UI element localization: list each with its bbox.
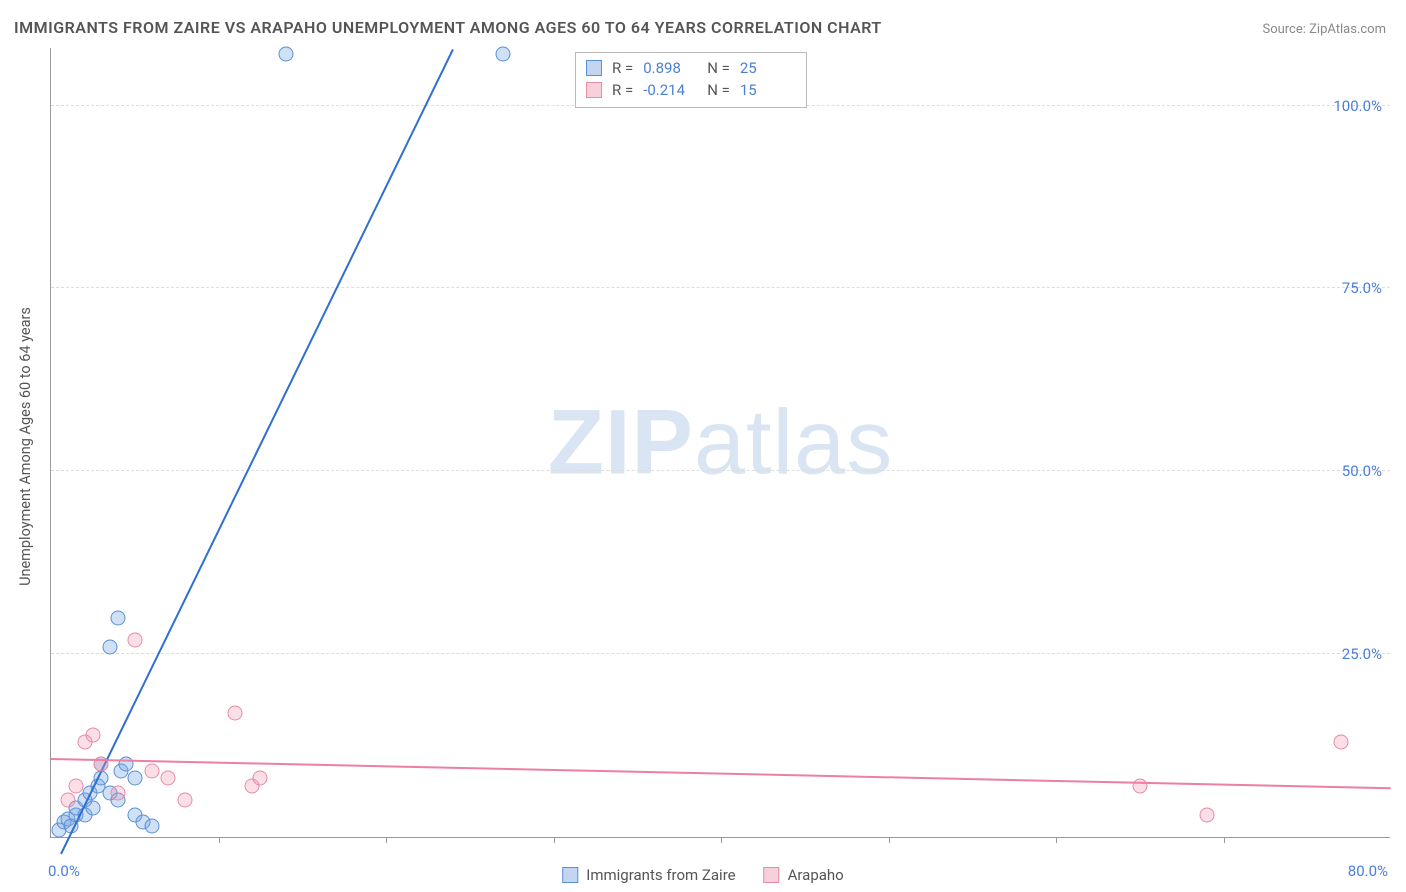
y-tick-label: 100.0% <box>1333 97 1382 115</box>
legend-item: Arapaho <box>764 866 844 884</box>
data-point <box>85 727 100 742</box>
gridline-h <box>51 287 1390 288</box>
y-tick-label: 50.0% <box>1342 462 1382 480</box>
y-tick-label: 75.0% <box>1342 279 1382 297</box>
data-point <box>178 793 193 808</box>
data-point <box>1132 778 1147 793</box>
legend-label: Immigrants from Zaire <box>586 866 735 884</box>
data-point <box>144 764 159 779</box>
legend-swatch <box>562 867 578 883</box>
trend-line <box>60 49 454 855</box>
data-point <box>1199 808 1214 823</box>
data-point <box>127 771 142 786</box>
x-tick-max: 80.0% <box>1348 862 1388 880</box>
r-value: -0.214 <box>643 79 697 101</box>
r-label: R = <box>612 57 633 79</box>
n-label: N = <box>707 57 730 79</box>
x-minor-tick <box>721 837 722 843</box>
x-minor-tick <box>1056 837 1057 843</box>
source-attribution: Source: ZipAtlas.com <box>1262 22 1386 37</box>
data-point <box>111 786 126 801</box>
data-point <box>60 793 75 808</box>
data-point <box>69 778 84 793</box>
y-axis-label: Unemployment Among Ages 60 to 64 years <box>10 0 40 892</box>
data-point <box>228 705 243 720</box>
r-label: R = <box>612 79 633 101</box>
plot-area: ZIPatlas 25.0% 50.0% 75.0% 100.0% <box>50 48 1390 838</box>
data-point <box>144 819 159 834</box>
data-point <box>253 771 268 786</box>
data-point <box>102 639 117 654</box>
data-point <box>1333 734 1348 749</box>
x-minor-tick <box>889 837 890 843</box>
gridline-h <box>51 653 1390 654</box>
n-label: N = <box>707 79 730 101</box>
n-value: 15 <box>740 79 794 101</box>
legend-swatch <box>586 82 602 98</box>
y-tick-label: 25.0% <box>1342 645 1382 663</box>
x-minor-tick <box>386 837 387 843</box>
legend-label: Arapaho <box>788 866 844 884</box>
data-point <box>127 632 142 647</box>
gridline-h <box>51 470 1390 471</box>
legend-swatch <box>586 60 602 76</box>
legend-row: R = -0.214 N = 15 <box>586 79 794 101</box>
x-tick-min: 0.0% <box>48 862 80 880</box>
data-point <box>161 771 176 786</box>
series-legend: Immigrants from Zaire Arapaho <box>562 866 843 884</box>
x-minor-tick <box>554 837 555 843</box>
data-point <box>496 47 511 62</box>
legend-row: R = 0.898 N = 25 <box>586 57 794 79</box>
x-minor-tick <box>219 837 220 843</box>
chart-title: IMMIGRANTS FROM ZAIRE VS ARAPAHO UNEMPLO… <box>14 18 882 37</box>
x-minor-tick <box>1224 837 1225 843</box>
data-point <box>278 47 293 62</box>
legend-swatch <box>764 867 780 883</box>
data-point <box>85 800 100 815</box>
data-point <box>111 610 126 625</box>
r-value: 0.898 <box>643 57 697 79</box>
watermark: ZIPatlas <box>548 390 893 495</box>
legend-item: Immigrants from Zaire <box>562 866 735 884</box>
n-value: 25 <box>740 57 794 79</box>
correlation-legend: R = 0.898 N = 25 R = -0.214 N = 15 <box>575 52 807 108</box>
